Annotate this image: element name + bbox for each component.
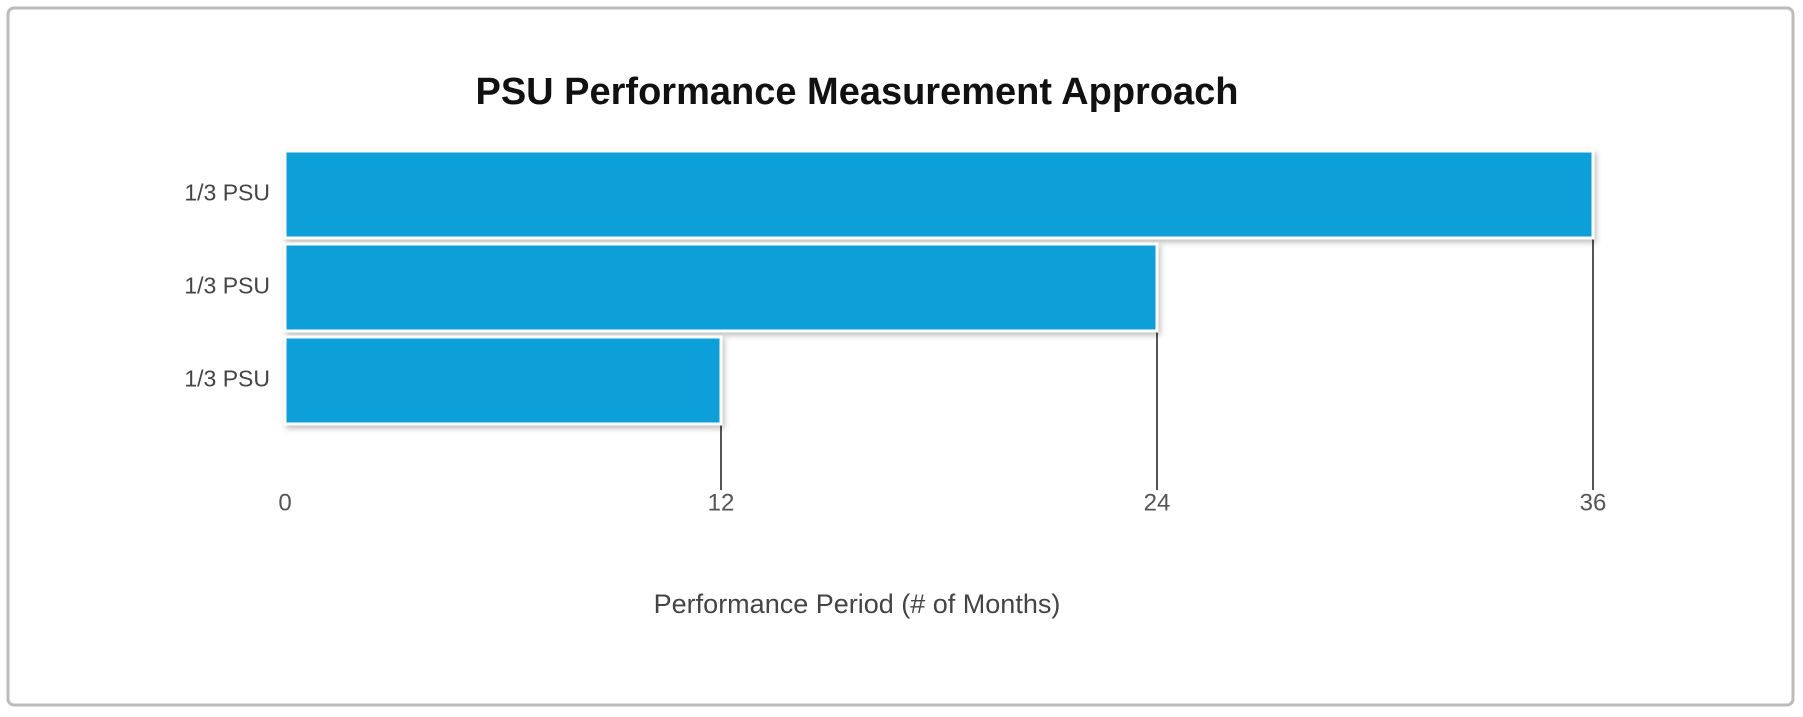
chart-title: PSU Performance Measurement Approach — [475, 71, 1238, 113]
bar — [283, 335, 723, 426]
x-tick-label: 36 — [1580, 489, 1607, 516]
bar — [283, 149, 1595, 240]
y-tick-label: 1/3 PSU — [184, 180, 270, 206]
bar — [283, 242, 1159, 333]
y-tick-label: 1/3 PSU — [184, 366, 270, 392]
x-axis-label: Performance Period (# of Months) — [654, 589, 1061, 619]
x-tick-label: 0 — [278, 489, 291, 516]
y-tick-label: 1/3 PSU — [184, 273, 270, 299]
x-tick-label: 24 — [1144, 489, 1171, 516]
x-tick-label: 12 — [708, 489, 735, 516]
